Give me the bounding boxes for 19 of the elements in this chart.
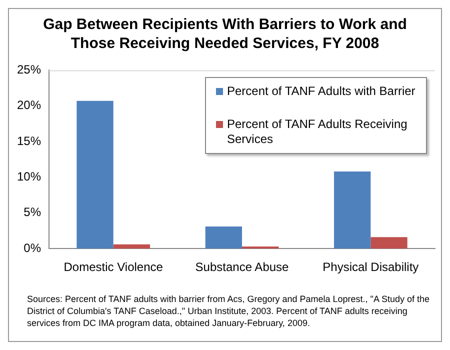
chart-title: Gap Between Recipients With Barriers to Work and Those Receiving Needed Services, FY 2008 (42, 15, 408, 54)
y-tick-label: 25% (16, 62, 42, 77)
x-tick-label: Substance Abuse (195, 260, 290, 274)
y-tick-label: 20% (16, 98, 42, 112)
y-tick-label: 10% (16, 170, 42, 184)
x-tick-label: Physical Disability (322, 260, 419, 274)
bar (242, 246, 279, 249)
y-tick-label: 0% (24, 240, 42, 255)
bar (113, 244, 150, 249)
legend-label: Percent of TANF Adults with Barrier (227, 84, 416, 99)
y-tick-label: 15% (16, 134, 42, 148)
bar (370, 237, 408, 249)
x-tick-label: Domestic Violence (64, 260, 164, 274)
bar (205, 226, 242, 249)
bar (334, 172, 371, 249)
source-note: Sources: Percent of TANF adults with barrier from Acs, Gregory and Pamela Loprest., "A Study of the District of Columbia's TANF Caseload.," Urban Institute, 2003. Percent of TANF adults receiving services from DC IMA program data, obtained January-February, 2009. (26, 293, 431, 329)
legend-label: Percent of TANF Adults Receiving Services (227, 117, 408, 147)
y-tick-label: 5% (24, 205, 42, 220)
bar (76, 100, 114, 249)
